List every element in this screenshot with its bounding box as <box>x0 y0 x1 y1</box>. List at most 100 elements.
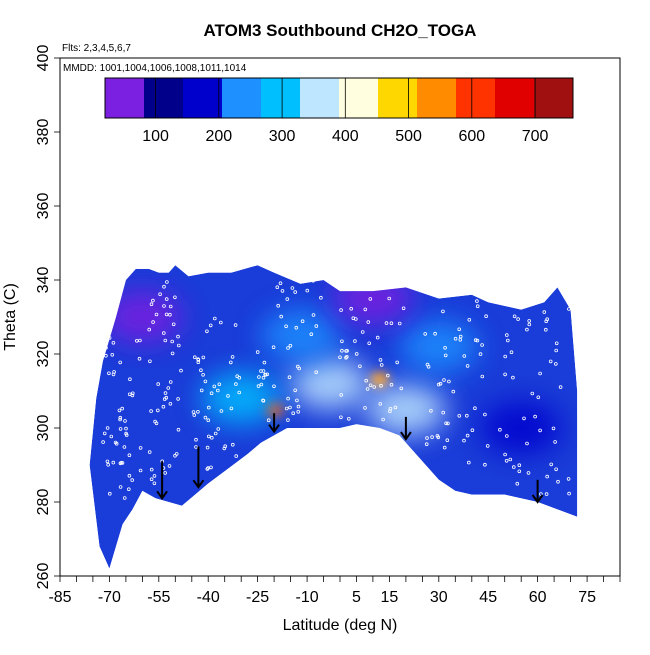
track-point <box>399 386 404 391</box>
track-point <box>118 427 123 431</box>
track-point <box>363 307 368 312</box>
x-tick-label: -25 <box>246 589 269 606</box>
track-point <box>473 338 478 342</box>
track-point <box>291 411 296 416</box>
track-point <box>104 335 109 339</box>
track-point <box>203 415 208 420</box>
track-point <box>196 360 201 365</box>
track-point <box>484 314 488 319</box>
track-point <box>296 409 301 414</box>
track-point <box>156 408 160 413</box>
track-point <box>233 323 238 327</box>
track-point <box>473 406 477 411</box>
track-point <box>127 453 132 458</box>
track-point <box>423 332 428 336</box>
track-point <box>237 390 242 395</box>
track-point <box>122 496 127 500</box>
y-axis-label: Theta (C) <box>2 283 19 351</box>
track-point <box>162 331 166 335</box>
track-point <box>163 391 168 395</box>
track-point <box>216 427 221 431</box>
track-point <box>447 379 451 384</box>
track-point <box>504 458 509 463</box>
track-point <box>515 481 520 486</box>
track-point <box>542 310 547 314</box>
track-point <box>340 339 344 344</box>
track-point <box>207 434 211 439</box>
y-tick-label: 400 <box>35 45 52 72</box>
track-point <box>509 350 514 355</box>
track-point <box>234 454 239 458</box>
track-point <box>173 295 177 300</box>
track-point <box>276 303 281 308</box>
x-tick-label: 15 <box>381 589 399 606</box>
track-point <box>262 360 267 365</box>
track-point <box>205 329 209 334</box>
track-point <box>286 396 290 401</box>
colorbar-segment-3 <box>222 78 262 118</box>
track-point <box>156 382 161 386</box>
track-point <box>527 319 531 323</box>
track-point <box>297 366 302 371</box>
track-point <box>165 280 169 284</box>
colorbar-segment-7 <box>378 78 418 118</box>
track-point <box>226 394 230 398</box>
colorbar-segment-8 <box>417 78 457 118</box>
track-point <box>388 406 393 411</box>
track-point <box>164 395 169 400</box>
track-point <box>539 492 543 496</box>
track-point <box>475 304 480 309</box>
arrow-markers <box>156 413 544 504</box>
track-point <box>208 323 213 328</box>
y-tick-label: 380 <box>35 119 52 146</box>
track-point <box>349 306 354 311</box>
track-point <box>278 281 283 286</box>
track-point <box>381 417 385 422</box>
y-axis: 260 280 300 320 340 360 380 400 <box>35 45 60 589</box>
y-tick-label: 300 <box>35 415 52 442</box>
track-point <box>201 355 206 360</box>
arrow-marker-4 <box>531 479 544 504</box>
track-point <box>203 379 208 384</box>
track-point <box>127 473 132 478</box>
track-point <box>149 467 154 472</box>
track-point <box>363 406 367 410</box>
track-point <box>367 341 372 346</box>
track-point <box>108 491 112 496</box>
track-point <box>364 378 369 383</box>
arrow-marker-1 <box>192 446 205 489</box>
track-point <box>191 410 196 414</box>
track-point <box>149 477 154 482</box>
y-tick-label: 320 <box>35 341 52 368</box>
track-point <box>256 384 261 388</box>
track-point <box>213 431 218 436</box>
track-point <box>102 431 107 436</box>
track-point <box>206 418 211 423</box>
arrow-marker-2 <box>268 413 280 434</box>
track-point <box>475 338 480 343</box>
track-point <box>353 339 357 343</box>
track-point <box>257 375 261 379</box>
feature-blob-2 <box>290 357 371 410</box>
track-point <box>445 438 450 443</box>
track-point <box>149 409 153 413</box>
track-point <box>314 370 319 375</box>
track-point <box>344 349 348 353</box>
colorbar-tick-label: 200 <box>205 128 232 145</box>
track-point <box>147 450 152 454</box>
track-point <box>384 321 389 325</box>
track-point <box>217 382 222 387</box>
track-point <box>346 416 351 421</box>
track-point <box>286 418 290 422</box>
track-point <box>194 437 198 442</box>
colorbar-segment-9 <box>456 78 496 118</box>
x-tick-label: 5 <box>352 589 361 606</box>
track-point <box>504 434 509 438</box>
colorbar-segment-2 <box>183 78 223 118</box>
track-point <box>111 340 116 345</box>
track-point <box>130 478 135 482</box>
track-point <box>549 462 553 467</box>
track-point <box>378 358 383 362</box>
track-point <box>168 304 173 309</box>
track-point <box>232 466 236 470</box>
